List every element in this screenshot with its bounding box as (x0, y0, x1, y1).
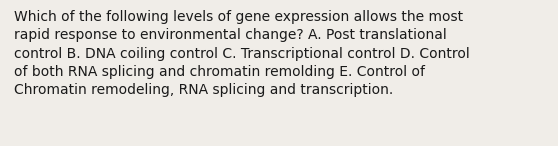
Text: Which of the following levels of gene expression allows the most
rapid response : Which of the following levels of gene ex… (14, 10, 470, 97)
